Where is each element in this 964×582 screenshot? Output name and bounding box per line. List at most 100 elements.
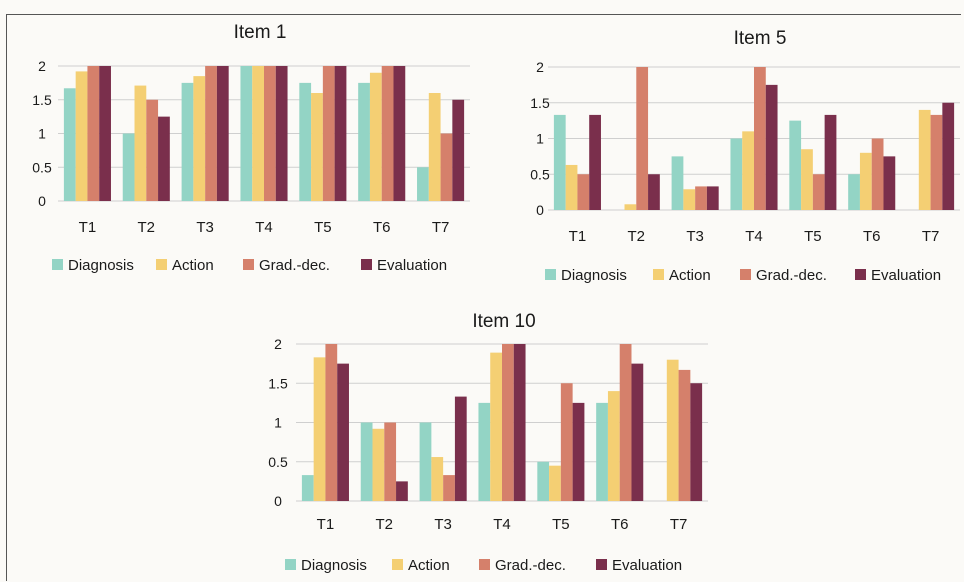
item-10-legend-label: Grad.-dec. [495, 557, 566, 574]
item-1-ytick-label: 1.5 [32, 92, 52, 108]
item-5-bar-t4-graddec [754, 67, 766, 210]
item-1-bar-t1-graddec [87, 66, 100, 201]
item-5-bar-t7-action [918, 109, 931, 210]
item-5-legend-swatch [545, 269, 556, 280]
item-1-legend-label: Grad.-dec. [259, 257, 330, 274]
item-1-bar-t4-action [252, 66, 264, 201]
item-1-bar-t4-diagnosis [240, 66, 253, 201]
item-1-ytick-label: 1 [38, 126, 46, 142]
item-10-xtick-label: T1 [317, 516, 335, 533]
item-5-ytick-label: 2 [536, 59, 544, 75]
item-10-bar-t4-diagnosis [478, 402, 491, 501]
item-1-bar-t2-action [134, 85, 147, 201]
item-1-title: Item 1 [234, 22, 287, 43]
item-5-bar-t4-action [742, 131, 754, 210]
item-5-xtick-label: T2 [628, 228, 646, 245]
item-1-legend-label: Diagnosis [68, 257, 134, 274]
item-10-bar-t5-graddec [560, 383, 573, 501]
item-1-xtick-label: T2 [138, 219, 156, 236]
item-1-bar-t7-evaluation [452, 99, 465, 201]
item-10-bar-t1-diagnosis [301, 475, 314, 501]
item-5-bar-t6-evaluation [883, 156, 896, 210]
item-1-bar-t2-evaluation [158, 116, 170, 201]
item-10-bar-t3-diagnosis [419, 422, 432, 501]
item-10-bar-t4-evaluation [513, 344, 526, 501]
item-1-bar-t5-graddec [322, 66, 335, 201]
item-5-bar-t1-diagnosis [553, 114, 566, 210]
item-5-bar-t2-action [624, 204, 637, 210]
item-1-bar-t5-evaluation [334, 66, 347, 201]
item-5-bar-t6-diagnosis [848, 174, 860, 210]
item-1-bar-t3-graddec [205, 66, 217, 201]
item-10-bar-t5-diagnosis [537, 461, 550, 501]
item-1-xtick-label: T6 [373, 219, 391, 236]
item-1-bar-t7-action [428, 93, 441, 201]
item-10-bar-t6-diagnosis [596, 402, 608, 501]
item-1-xtick-label: T5 [314, 219, 332, 236]
item-1-bar-t6-graddec [381, 66, 394, 201]
item-10-ytick-label: 2 [274, 336, 282, 352]
item-1-bar-t4-graddec [264, 66, 276, 201]
item-10-xtick-label: T6 [611, 516, 629, 533]
item-1-xtick-label: T1 [79, 219, 97, 236]
item-1-legend-swatch [52, 259, 63, 270]
item-1-legend-label: Action [172, 257, 214, 274]
figure-border [6, 14, 961, 581]
item-1-bar-t1-evaluation [99, 66, 111, 201]
item-10-bar-t2-graddec [384, 422, 397, 501]
item-5-bar-t6-action [859, 152, 872, 210]
item-10-legend-swatch [596, 559, 607, 570]
item-10-xtick-label: T5 [552, 516, 570, 533]
item-10-legend-label: Action [408, 557, 450, 574]
item-5-xtick-label: T5 [804, 228, 822, 245]
item-10-bar-t3-graddec [443, 475, 455, 501]
item-5-xtick-label: T3 [686, 228, 704, 245]
item-10-legend-swatch [479, 559, 490, 570]
item-10-xtick-label: T4 [493, 516, 511, 533]
item-10-bar-t1-graddec [325, 344, 338, 501]
item-5-ytick-label: 1.5 [530, 95, 550, 111]
item-1-bar-t7-diagnosis [417, 167, 429, 201]
item-5-legend-swatch [653, 269, 664, 280]
item-10-bar-t6-graddec [619, 344, 632, 501]
item-10-bar-t1-action [313, 357, 326, 501]
item-1-legend-swatch [156, 259, 167, 270]
item-5-bar-t5-diagnosis [789, 120, 802, 210]
item-10-ytick-label: 0 [274, 493, 282, 509]
item-1-bar-t6-evaluation [393, 66, 406, 201]
item-10-bar-t6-action [607, 391, 620, 501]
item-5-legend-label: Evaluation [871, 267, 941, 284]
item-10-legend-label: Evaluation [612, 557, 682, 574]
item-1-legend-swatch [361, 259, 372, 270]
item-5-bar-t5-evaluation [824, 114, 837, 210]
item-1-legend-label: Evaluation [377, 257, 447, 274]
item-10-legend-label: Diagnosis [301, 557, 367, 574]
item-10-xtick-label: T2 [376, 516, 394, 533]
item-5-title: Item 5 [734, 28, 787, 49]
item-10-bar-t7-action [666, 359, 679, 501]
item-1-bar-t7-graddec [440, 133, 453, 201]
item-5-xtick-label: T4 [745, 228, 763, 245]
item-5-bar-t3-graddec [695, 186, 707, 210]
item-1-bar-t3-action [193, 76, 206, 201]
item-10-legend-swatch [392, 559, 403, 570]
item-5-bar-t4-diagnosis [730, 138, 743, 210]
item-10-bar-t7-evaluation [690, 383, 703, 501]
item-1-bar-t6-diagnosis [358, 82, 370, 201]
item-5-bar-t6-graddec [871, 138, 884, 210]
item-10-xtick-label: T3 [434, 516, 452, 533]
item-5-ytick-label: 1 [536, 131, 544, 147]
item-1-bar-t6-action [369, 72, 382, 201]
item-1-bar-t1-diagnosis [63, 88, 76, 201]
item-10-bar-t5-evaluation [572, 402, 585, 501]
item-1-bar-t1-action [75, 71, 88, 202]
item-1-bar-t4-evaluation [275, 66, 288, 201]
item-10-ytick-label: 0.5 [268, 454, 288, 470]
item-1-ytick-label: 0 [38, 193, 46, 209]
item-5-bar-t2-graddec [636, 67, 649, 210]
item-10-bar-t2-action [372, 428, 385, 501]
item-5-bar-t2-evaluation [648, 174, 660, 210]
item-1-bar-t5-action [311, 93, 323, 201]
